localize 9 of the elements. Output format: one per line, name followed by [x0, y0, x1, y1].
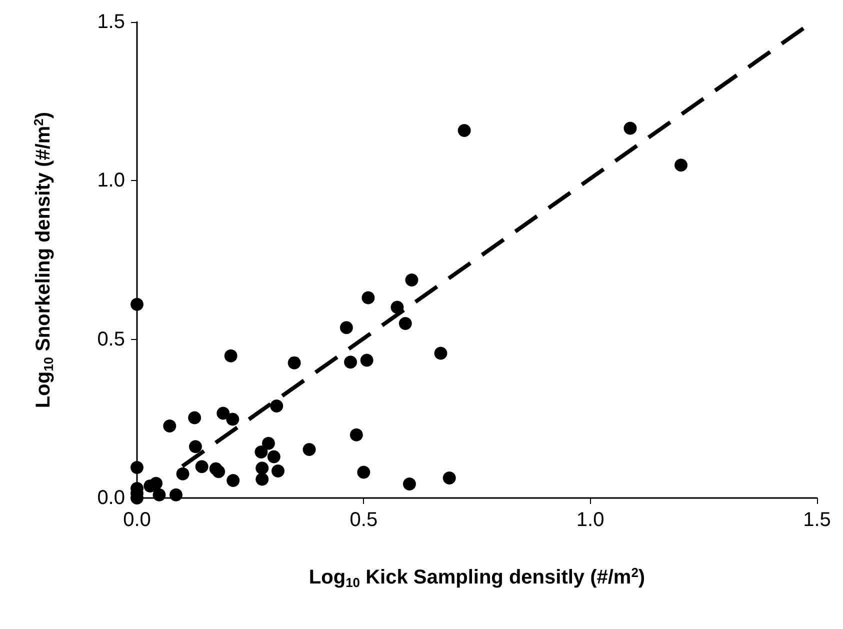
x-tick-label: 1.5: [803, 509, 831, 531]
y-axis-title: Log10 Snorkeling density (#/m2): [31, 112, 56, 408]
y-tick-label: 0.5: [97, 328, 125, 350]
x-tick-label: 1.0: [576, 509, 604, 531]
y-tick-label: 1.5: [97, 11, 125, 33]
x-tick-label: 0.5: [350, 509, 378, 531]
y-tick-label: 0.0: [97, 487, 125, 509]
x-tick-label: 0.0: [123, 509, 151, 531]
y-tick-label: 1.0: [97, 170, 125, 192]
